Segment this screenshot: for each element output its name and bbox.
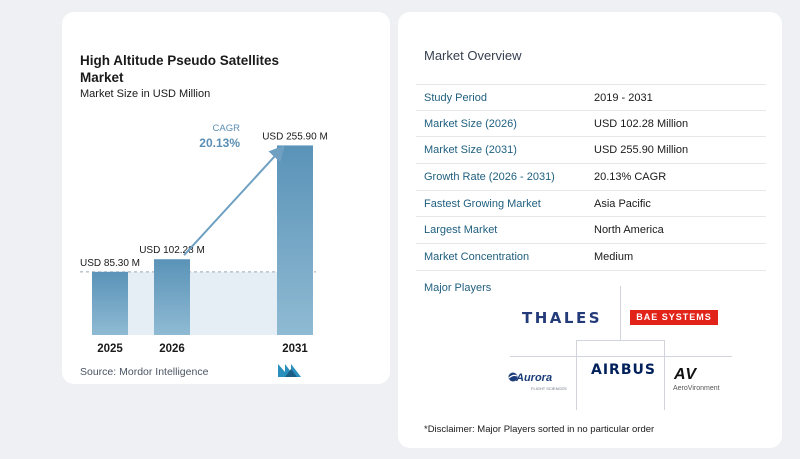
mordor-logo-icon: [278, 364, 301, 377]
bar-2025: [92, 271, 128, 335]
chart-subtitle: Market Size in USD Million: [80, 88, 211, 100]
data-label-2025: USD 85.30 M: [80, 258, 140, 269]
table-row: Fastest Growing Market Asia Pacific: [416, 191, 766, 218]
row-label: Study Period: [424, 92, 487, 104]
bar-2026: [154, 259, 190, 335]
source-text: Source: Mordor Intelligence: [80, 366, 208, 378]
cagr-value: 20.13%: [199, 136, 240, 150]
disclaimer: *Disclaimer: Major Players sorted in no …: [424, 424, 655, 435]
row-value: Asia Pacific: [594, 197, 651, 210]
aerovironment-logo: AV: [674, 366, 698, 383]
thales-logo: THALES: [522, 309, 603, 327]
aurora-logo: Aurora: [516, 372, 553, 384]
row-label: Market Concentration: [424, 251, 530, 264]
data-label-2031: USD 255.90 M: [262, 131, 328, 142]
grid-divider: [576, 340, 665, 341]
row-value: 2019 - 2031: [594, 92, 653, 104]
overview-table: Study Period 2019 - 2031 Market Size (20…: [416, 84, 766, 271]
aurora-logo-sub: FLIGHT SCIENCES: [531, 386, 567, 391]
row-value: 20.13% CAGR: [594, 171, 667, 184]
row-label: Fastest Growing Market: [424, 197, 541, 210]
bar-2031: [277, 145, 313, 335]
grid-divider: [510, 356, 732, 357]
aurora-swoosh-icon: [508, 372, 518, 382]
row-label: Growth Rate (2026 - 2031): [424, 171, 555, 184]
table-row: Market Concentration Medium: [416, 244, 766, 271]
players-logo-grid: [510, 286, 732, 410]
x-tick-2025: 2025: [97, 343, 123, 355]
row-label: Largest Market: [424, 224, 498, 237]
players-title: Major Players: [424, 282, 492, 294]
row-label: Market Size (2031): [424, 144, 517, 157]
x-tick-2031: 2031: [282, 343, 308, 355]
table-row: Study Period 2019 - 2031: [416, 84, 766, 111]
table-row: Market Size (2031) USD 255.90 Million: [416, 137, 766, 165]
bae-systems-logo: BAE SYSTEMS: [630, 310, 718, 325]
chart-title: High Altitude Pseudo Satellites Market: [80, 53, 280, 85]
table-row: Market Size (2026) USD 102.28 Million: [416, 111, 766, 138]
row-value: USD 255.90 Million: [594, 144, 689, 157]
aerovironment-logo-sub: AeroVironment: [673, 385, 720, 392]
row-value: Medium: [594, 251, 634, 264]
table-row: Largest Market North America: [416, 217, 766, 245]
cagr-label: CAGR: [213, 123, 241, 134]
grid-divider: [576, 340, 577, 410]
row-value: USD 102.28 Million: [594, 117, 689, 130]
table-row: Growth Rate (2026 - 2031) 20.13% CAGR: [416, 164, 766, 191]
source-name: Mordor Intelligence: [119, 366, 209, 378]
data-label-2026: USD 102.28 M: [139, 245, 205, 256]
bar-chart: USD 85.30 M 2025 USD 102.28 M 2026 USD 255.9…: [80, 123, 328, 355]
grid-divider: [620, 286, 621, 340]
airbus-logo: AIRBUS: [591, 362, 656, 378]
baseline-band: [100, 271, 290, 335]
row-value: North America: [594, 224, 664, 237]
overview-title: Market Overview: [424, 48, 522, 63]
x-tick-2026: 2026: [159, 343, 185, 355]
source-label: Source:: [80, 366, 117, 378]
row-label: Market Size (2026): [424, 117, 517, 130]
cagr-arrow: [183, 145, 286, 256]
grid-divider: [664, 340, 665, 410]
